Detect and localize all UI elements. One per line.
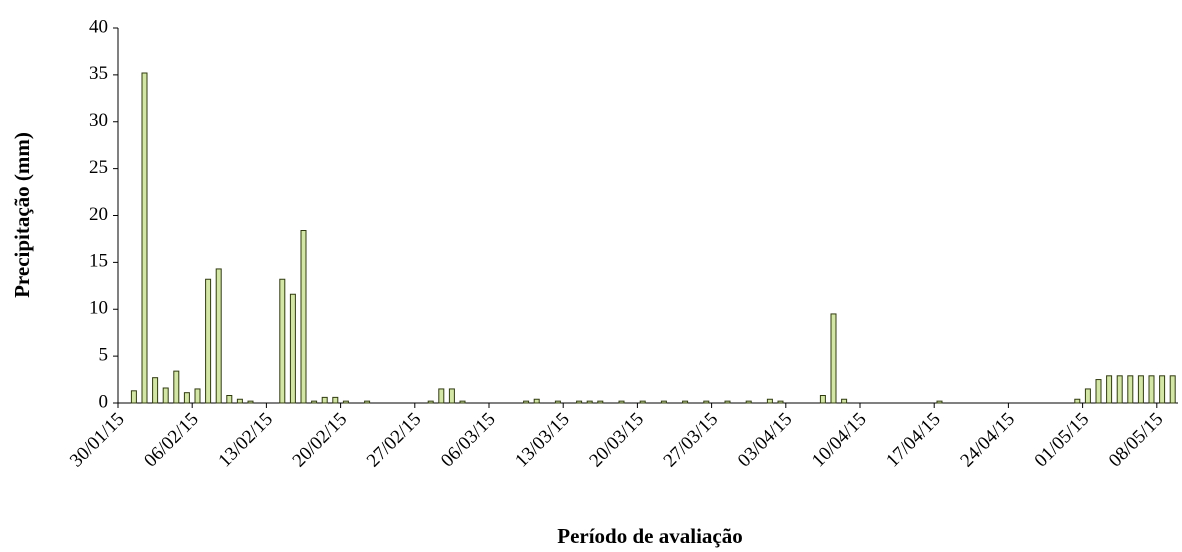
bar <box>639 400 646 404</box>
bar <box>1095 379 1102 404</box>
y-tick-label: 5 <box>99 344 109 365</box>
x-tick-label: 13/02/15 <box>214 409 277 472</box>
bar <box>841 398 848 404</box>
x-tick-label: 27/03/15 <box>660 409 723 472</box>
bar <box>523 400 530 404</box>
x-tick-label: 03/04/15 <box>734 409 797 472</box>
bar <box>1137 375 1144 404</box>
y-tick-label: 0 <box>99 391 109 412</box>
bar <box>1169 375 1176 404</box>
bar <box>427 400 434 404</box>
bar <box>586 400 593 404</box>
y-tick-label: 35 <box>89 63 108 84</box>
y-tick-label: 25 <box>89 157 108 178</box>
bar <box>215 268 222 404</box>
bar <box>183 392 190 404</box>
bar <box>1106 375 1113 404</box>
bar <box>1127 375 1134 404</box>
x-tick-label: 13/03/15 <box>511 409 574 472</box>
x-tick-label: 06/03/15 <box>437 409 500 472</box>
bar <box>1084 388 1091 404</box>
bar <box>279 278 286 404</box>
bar <box>830 313 837 404</box>
x-tick-label: 30/01/15 <box>66 409 129 472</box>
x-tick-label: 17/04/15 <box>882 409 945 472</box>
bar <box>300 230 307 404</box>
bar <box>819 395 826 404</box>
bar <box>576 400 583 404</box>
bar <box>289 293 296 404</box>
x-tick-label: 20/03/15 <box>585 409 648 472</box>
x-axis-title: Período de avaliação <box>557 524 742 548</box>
bar <box>332 396 339 404</box>
bar <box>247 400 254 404</box>
bar <box>745 400 752 404</box>
x-tick-label: 01/05/15 <box>1031 409 1094 472</box>
bar <box>1148 375 1155 404</box>
bar <box>438 388 445 404</box>
bar <box>533 398 540 404</box>
bar <box>1074 398 1081 404</box>
bar <box>703 400 710 404</box>
bar <box>130 390 137 404</box>
bar <box>660 400 667 404</box>
bar <box>936 400 943 404</box>
bar <box>597 400 604 404</box>
bar <box>152 377 159 404</box>
y-tick-label: 30 <box>89 110 108 131</box>
bar <box>682 400 689 404</box>
x-tick-label: 20/02/15 <box>289 409 352 472</box>
bar <box>236 398 243 404</box>
bar <box>448 388 455 404</box>
x-tick-label: 10/04/15 <box>808 409 871 472</box>
bar <box>342 400 349 404</box>
y-axis-title: Precipitação (mm) <box>10 132 34 298</box>
bar <box>364 400 371 404</box>
y-tick-label: 20 <box>89 204 108 225</box>
y-tick-label: 10 <box>89 298 108 319</box>
x-tick-label: 08/05/15 <box>1105 409 1168 472</box>
bar <box>311 400 318 404</box>
x-tick-label: 27/02/15 <box>363 409 426 472</box>
bar <box>162 387 169 404</box>
bar <box>205 278 212 404</box>
bar <box>1159 375 1166 404</box>
bar <box>618 400 625 404</box>
bar <box>141 72 148 404</box>
bar <box>226 395 233 404</box>
bar <box>1116 375 1123 404</box>
bar <box>321 396 328 404</box>
y-tick-label: 15 <box>89 251 108 272</box>
bar <box>554 400 561 404</box>
bar <box>194 388 201 404</box>
x-tick-label: 06/02/15 <box>140 409 203 472</box>
x-tick-label: 24/04/15 <box>956 409 1019 472</box>
bar <box>766 398 773 404</box>
bar <box>724 400 731 404</box>
y-tick-label: 40 <box>89 16 108 37</box>
bar <box>459 400 466 404</box>
bar <box>173 370 180 404</box>
bar <box>777 400 784 404</box>
